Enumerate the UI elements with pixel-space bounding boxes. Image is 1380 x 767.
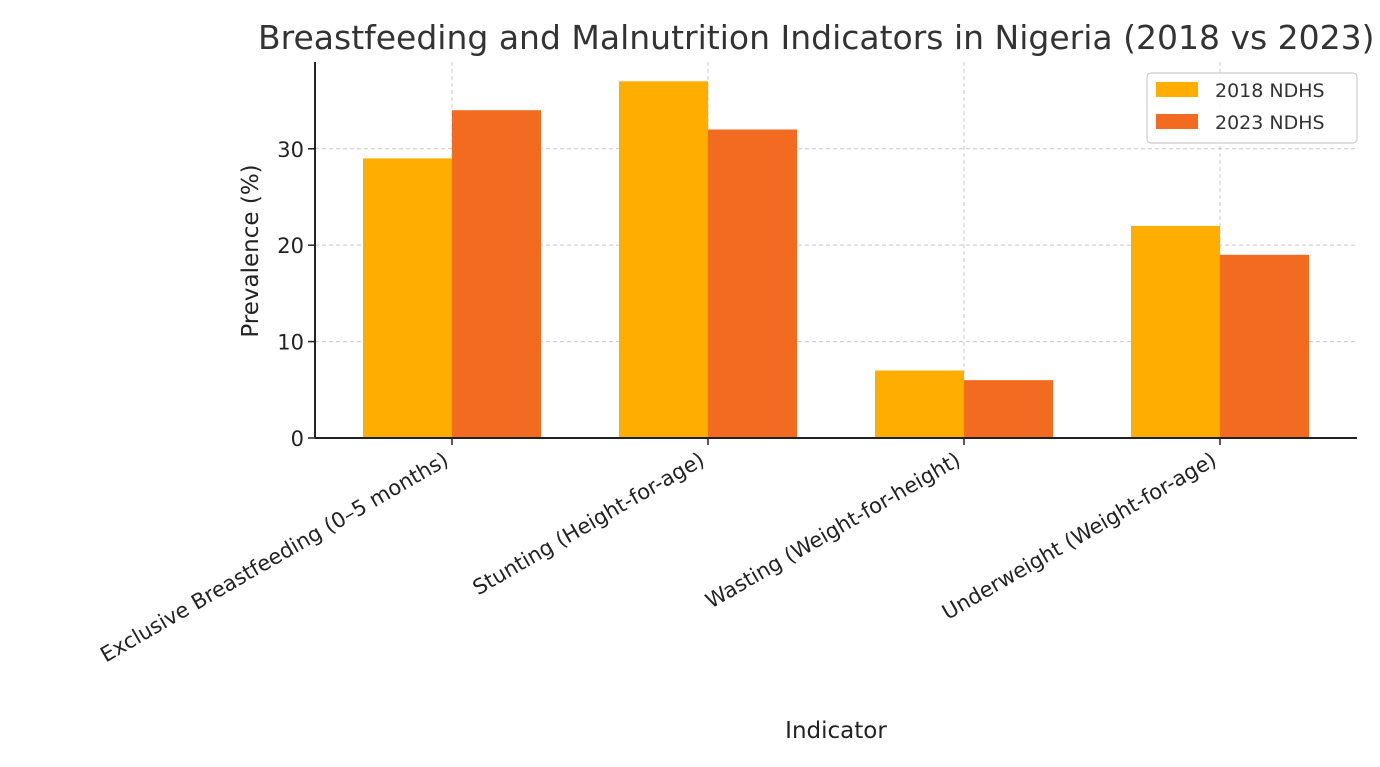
- axes: [314, 62, 1357, 439]
- bar-2023-2: [964, 380, 1053, 438]
- bar-2018-3: [1131, 225, 1220, 438]
- x-axis-label: Indicator: [785, 718, 887, 744]
- bar-2018-1: [619, 81, 708, 439]
- x-tick-label: Stunting (Height-for-age): [469, 448, 709, 600]
- y-tick-label: 10: [277, 331, 304, 355]
- bar-2023-3: [1220, 254, 1309, 438]
- y-tick-label: 30: [277, 138, 304, 162]
- legend-label: 2018 NDHS: [1215, 80, 1325, 102]
- y-tick-label: 20: [277, 234, 304, 258]
- x-tick-label: Exclusive Breastfeeding (0–5 months): [96, 448, 452, 668]
- chart-title: Breastfeeding and Malnutrition Indicator…: [258, 18, 1375, 57]
- bar-2018-0: [363, 158, 452, 438]
- legend-frame: [1146, 72, 1358, 144]
- y-ticks: 0 10 20 30: [277, 138, 315, 451]
- bar-2018-2: [875, 370, 964, 438]
- x-tick-label: Underweight (Weight-for-age): [938, 448, 1221, 625]
- legend: 2018 NDHS 2023 NDHS: [1146, 72, 1358, 144]
- x-ticks: Exclusive Breastfeeding (0–5 months) Stun…: [96, 438, 1221, 668]
- bars: [363, 81, 1309, 439]
- bar-2023-0: [452, 110, 541, 438]
- x-tick-label: Wasting (Weight-for-height): [702, 448, 965, 614]
- bar-2023-1: [708, 129, 797, 438]
- legend-label: 2023 NDHS: [1215, 112, 1325, 134]
- y-tick-label: 0: [291, 427, 304, 451]
- legend-swatch: [1156, 114, 1198, 129]
- legend-swatch: [1156, 82, 1198, 97]
- y-axis-label: Prevalence (%): [238, 164, 264, 337]
